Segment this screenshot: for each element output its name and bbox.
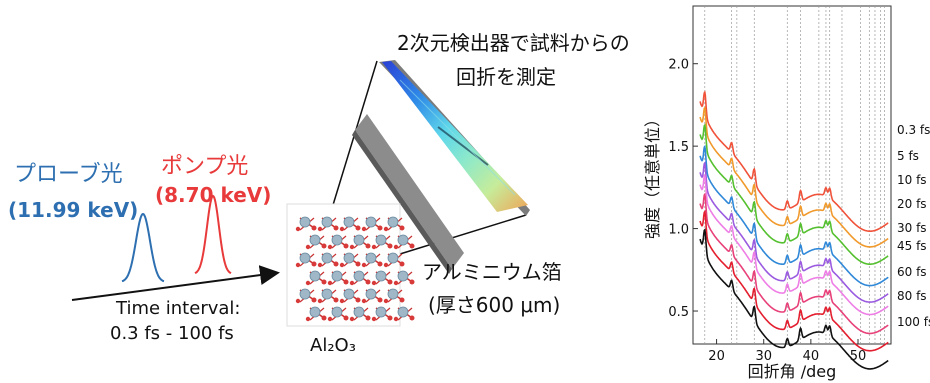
series-label: 60 fs — [897, 265, 927, 279]
series-label: 0.3 fs — [897, 123, 930, 137]
x-tick-label: 20 — [708, 349, 725, 364]
pump-energy: (8.70 keV) — [155, 183, 272, 207]
series-line — [699, 173, 889, 316]
aluminum-foil-plate — [352, 114, 464, 274]
detector-panel — [379, 60, 530, 216]
y-tick-label: 1.0 — [668, 223, 689, 238]
probe-label: プローブ光 — [14, 162, 123, 187]
beam-line-lower — [399, 214, 527, 255]
x-axis-label: 回折角 /deg — [748, 362, 837, 381]
series-label: 30 fs — [897, 221, 927, 235]
diffraction-chart: 20 30 40 50 0.5 1.0 1.5 2.0 0.3 fs 5 fs 10 fs 20 f… — [643, 5, 930, 381]
series-label: 20 fs — [897, 197, 927, 211]
time-interval-label: Time interval: — [116, 298, 241, 319]
series-line — [699, 228, 889, 370]
series-label: 80 fs — [897, 289, 927, 303]
x-tick-label: 30 — [755, 349, 772, 364]
probe-pulse — [121, 212, 165, 283]
detector-caption-line1: 2次元検出器で試料からの — [397, 31, 630, 55]
time-interval-range: 0.3 fs - 100 fs — [110, 323, 234, 344]
beam-arrow — [71, 265, 280, 301]
x-tick-label: 40 — [803, 349, 820, 364]
series-label: 10 fs — [897, 173, 927, 187]
series-label: 45 fs — [897, 239, 927, 253]
pump-pulse — [194, 194, 232, 274]
series-line — [699, 144, 889, 287]
series-line — [699, 90, 889, 232]
series-label: 5 fs — [897, 149, 919, 163]
sample-crystal — [286, 203, 415, 327]
sample-label: Al₂O₃ — [310, 335, 356, 356]
x-tick-label: 50 — [850, 349, 867, 364]
pump-label: ポンプ光 — [161, 154, 249, 179]
series-line — [699, 123, 889, 265]
plot-frame — [692, 5, 892, 345]
experiment-diagram — [71, 60, 530, 327]
series-line — [699, 106, 889, 248]
y-tick-label: 1.5 — [668, 140, 689, 155]
probe-energy: (11.99 keV) — [8, 198, 139, 222]
y-tick-label: 2.0 — [668, 58, 689, 73]
series-label: 100 fs — [897, 315, 930, 329]
series-line — [699, 161, 889, 303]
detector-caption-line2: 回折を測定 — [456, 65, 556, 89]
series-line — [699, 192, 889, 335]
y-axis-label: 強度（任意単位） — [643, 111, 662, 239]
y-tick-label: 0.5 — [668, 305, 689, 320]
foil-label: アルミニウム箔 — [422, 260, 562, 284]
foil-thickness: (厚さ600 μm) — [428, 293, 561, 317]
series-line — [699, 209, 889, 352]
